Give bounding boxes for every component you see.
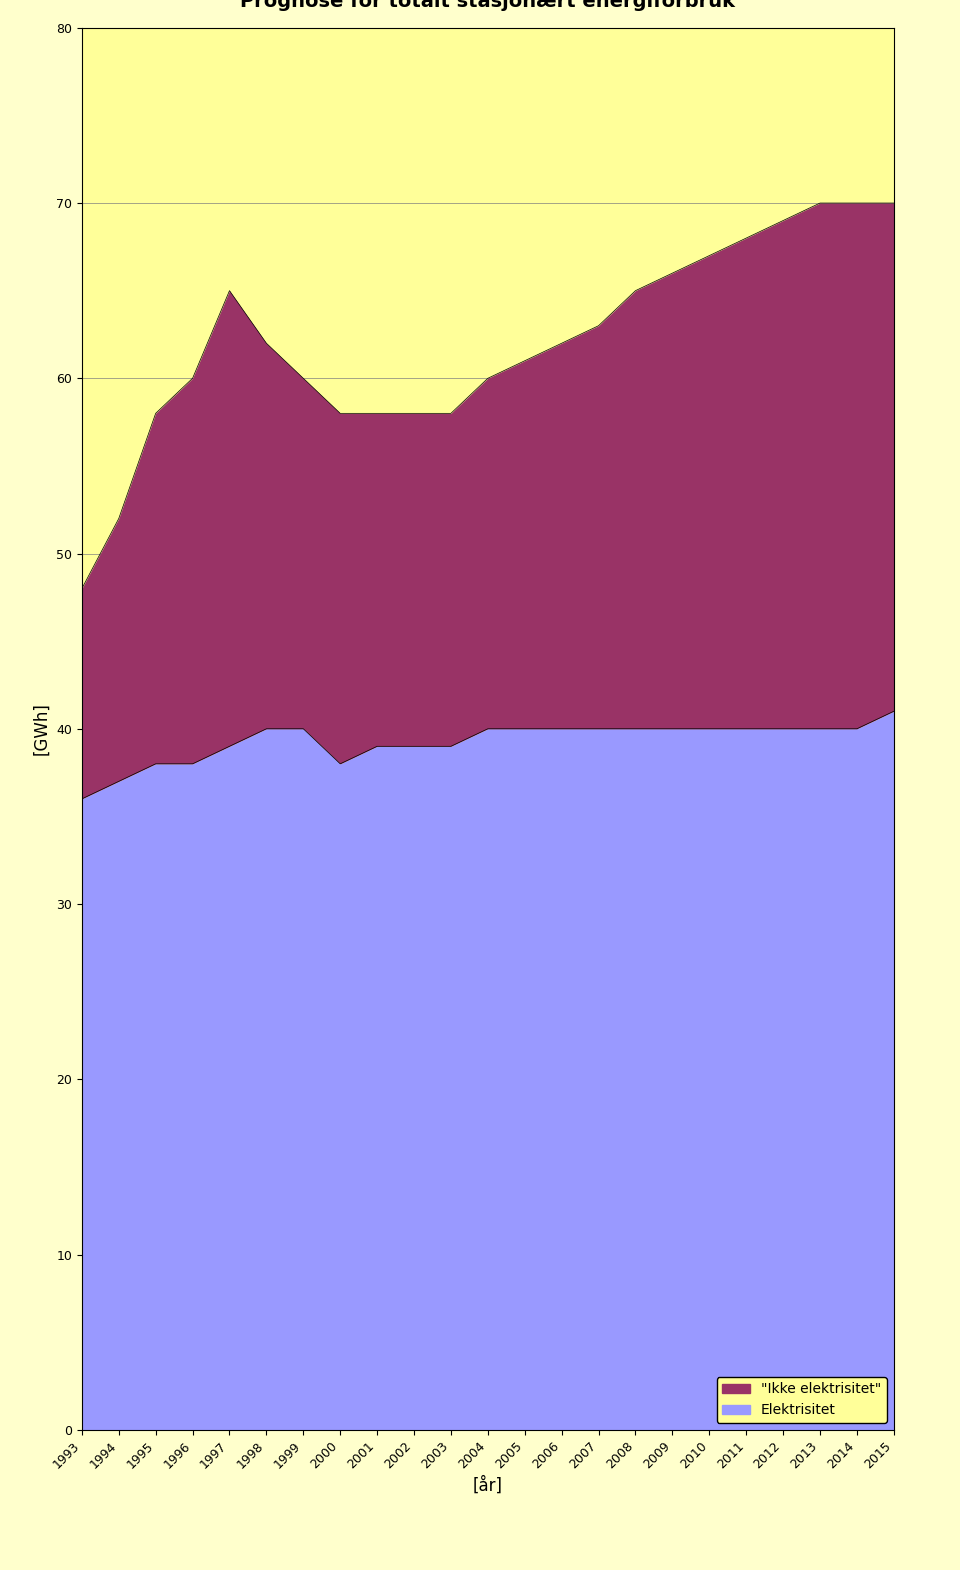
Legend: "Ikke elektrisitet", Elektrisitet: "Ikke elektrisitet", Elektrisitet bbox=[716, 1377, 887, 1422]
Title: Prognose for totalt stasjonært energiforbruk: Prognose for totalt stasjonært energifor… bbox=[240, 0, 735, 11]
Y-axis label: [GWh]: [GWh] bbox=[33, 702, 51, 755]
X-axis label: [år]: [år] bbox=[473, 1477, 503, 1495]
